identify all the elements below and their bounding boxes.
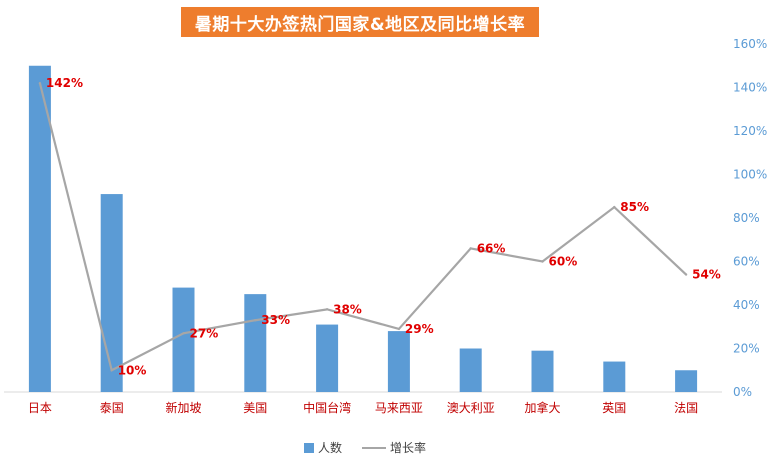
bar [675, 370, 698, 392]
line-point [38, 81, 42, 85]
x-tick-label: 中国台湾 [303, 400, 351, 415]
bar [531, 350, 554, 392]
data-label: 29% [405, 322, 434, 336]
x-tick-label: 加拿大 [524, 400, 560, 415]
y2-tick-label: 60% [733, 255, 760, 269]
y2-tick-label: 120% [733, 124, 767, 138]
legend-label: 人数 [318, 440, 342, 455]
y2-tick-label: 100% [733, 168, 767, 182]
data-label: 33% [261, 313, 290, 327]
y2-tick-label: 160% [733, 37, 767, 51]
line-point [182, 332, 185, 335]
line-point [397, 327, 401, 331]
legend-swatch-bar [304, 443, 314, 453]
data-label: 54% [692, 268, 721, 282]
y2-tick-label: 40% [733, 298, 760, 312]
y2-tick-label: 140% [733, 81, 767, 95]
growth-line [38, 82, 687, 372]
data-label: 66% [477, 241, 506, 255]
line-point [325, 308, 329, 311]
bar [100, 194, 123, 392]
line-point [613, 205, 616, 209]
bar [387, 331, 410, 392]
line-point [469, 247, 472, 250]
y2-tick-label: 80% [733, 211, 760, 225]
bar [316, 324, 339, 392]
bar [603, 361, 626, 392]
y2-tick-label: 20% [733, 342, 760, 356]
line-point [254, 319, 257, 322]
x-tick-label: 新加坡 [165, 400, 201, 415]
data-label: 10% [118, 363, 147, 377]
line-point [684, 273, 688, 276]
x-tick-label: 马来西亚 [375, 401, 423, 415]
bar [28, 65, 51, 392]
line-point [110, 369, 113, 372]
x-tick-label: 日本 [28, 401, 52, 415]
x-tick-label: 泰国 [100, 401, 124, 415]
line-point [541, 260, 544, 263]
data-label: 85% [620, 200, 649, 214]
data-label: 60% [549, 255, 578, 269]
data-label: 38% [333, 302, 362, 316]
chart-title: 暑期十大办签热门国家&地区及同比增长率 [181, 7, 539, 37]
x-tick-label: 法国 [674, 401, 698, 415]
data-label: 142% [46, 76, 83, 90]
x-tick-label: 澳大利亚 [447, 401, 495, 415]
y2-tick-label: 0% [733, 385, 752, 399]
bar [172, 287, 195, 392]
legend-label: 增长率 [390, 440, 426, 455]
data-label: 27% [190, 326, 219, 340]
x-tick-label: 美国 [243, 401, 267, 415]
x-tick-label: 英国 [602, 401, 626, 415]
bar [459, 348, 482, 392]
bar [244, 294, 267, 392]
